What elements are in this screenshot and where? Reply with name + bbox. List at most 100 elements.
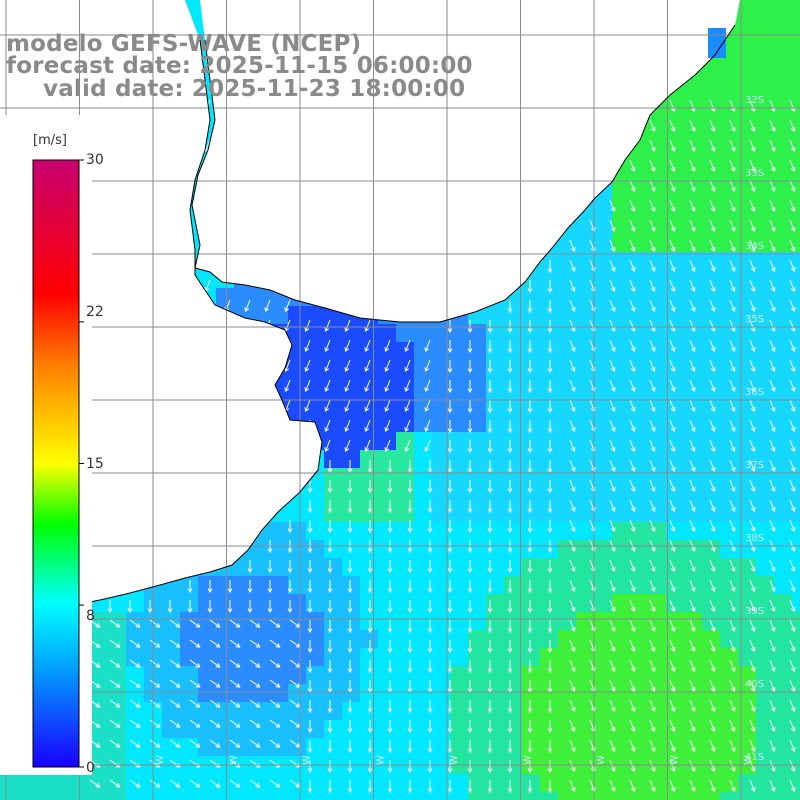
wind-arrow-head bbox=[344, 447, 350, 453]
wind-arrow-head bbox=[204, 107, 210, 113]
wind-arrow-head bbox=[527, 448, 533, 453]
field-cell bbox=[432, 522, 450, 540]
wind-arrow bbox=[325, 419, 331, 432]
field-cell bbox=[648, 468, 666, 486]
wind-arrow-head bbox=[710, 207, 716, 213]
field-cell bbox=[486, 612, 504, 630]
wind-arrow-head bbox=[235, 703, 241, 708]
field-cell bbox=[216, 702, 234, 720]
wind-arrow-head bbox=[710, 347, 716, 353]
wind-arrow-head bbox=[467, 608, 473, 613]
wind-arrow bbox=[769, 419, 775, 432]
field-cell bbox=[378, 576, 396, 594]
field-cell bbox=[450, 738, 468, 756]
field-cell bbox=[630, 270, 648, 288]
field-cell bbox=[342, 504, 360, 522]
wind-arrow-head bbox=[347, 468, 353, 473]
wind-arrow-head bbox=[750, 767, 756, 773]
wind-arrow-head bbox=[790, 707, 796, 713]
wind-arrow-head bbox=[367, 488, 373, 493]
wind-arrow-head bbox=[750, 327, 756, 333]
wind-arrow-head bbox=[364, 427, 370, 433]
wind-arrow-head bbox=[507, 548, 513, 553]
wind-arrow-head bbox=[527, 488, 533, 493]
wind-arrow-head bbox=[610, 527, 616, 533]
wind-arrow bbox=[109, 739, 121, 748]
field-cell bbox=[774, 180, 792, 198]
field-cell bbox=[774, 144, 792, 162]
wind-arrow bbox=[689, 479, 695, 492]
field-cell bbox=[72, 774, 90, 792]
field-cell bbox=[504, 540, 522, 558]
wind-arrow-head bbox=[487, 728, 493, 733]
wind-arrow-head bbox=[570, 407, 576, 413]
field-cell bbox=[648, 522, 666, 540]
field-cell bbox=[468, 576, 486, 594]
wind-arrow-head bbox=[547, 388, 553, 393]
wind-arrow-head bbox=[790, 107, 796, 113]
wind-arrow-head bbox=[750, 367, 756, 373]
wind-arrow bbox=[245, 299, 251, 312]
wind-arrow bbox=[689, 619, 695, 632]
wind-arrow bbox=[609, 259, 615, 272]
field-cell bbox=[324, 738, 342, 756]
wind-arrow bbox=[709, 319, 715, 332]
wind-arrow bbox=[729, 519, 735, 532]
field-cell bbox=[738, 594, 756, 612]
wind-arrow bbox=[769, 259, 775, 272]
field-cell bbox=[522, 738, 540, 756]
field-cell bbox=[378, 432, 396, 450]
field-cell bbox=[702, 252, 720, 270]
wind-arrow bbox=[129, 719, 141, 728]
field-cell bbox=[378, 702, 396, 720]
wind-arrow bbox=[109, 679, 121, 688]
wind-arrow bbox=[689, 279, 695, 292]
field-cell bbox=[630, 432, 648, 450]
field-cell bbox=[612, 594, 630, 612]
field-cell bbox=[108, 720, 126, 738]
wind-arrow-head bbox=[670, 147, 676, 153]
wind-arrow bbox=[789, 219, 795, 232]
wind-arrow-head bbox=[710, 547, 716, 553]
wind-arrow-head bbox=[424, 427, 430, 433]
field-cell bbox=[378, 486, 396, 504]
field-cell bbox=[288, 666, 306, 684]
wind-arrow-head bbox=[427, 508, 433, 513]
field-cell bbox=[288, 378, 306, 396]
wind-arrow-head bbox=[630, 307, 636, 313]
wind-arrow-head bbox=[650, 507, 656, 513]
field-cell bbox=[540, 576, 558, 594]
wind-arrow-head bbox=[547, 788, 553, 793]
wind-arrow-head bbox=[367, 608, 373, 613]
wind-arrow bbox=[609, 599, 615, 612]
field-cell bbox=[792, 792, 800, 800]
wind-arrow bbox=[689, 759, 695, 772]
wind-arrow bbox=[425, 359, 431, 372]
wind-arrow-head bbox=[670, 367, 676, 373]
wind-arrow-head bbox=[95, 643, 101, 648]
field-cell bbox=[288, 324, 306, 342]
field-cell bbox=[324, 396, 342, 414]
wind-arrow-head bbox=[407, 588, 413, 593]
wind-arrow-head bbox=[570, 667, 576, 673]
wind-arrow-head bbox=[275, 663, 281, 668]
wind-arrow bbox=[689, 659, 695, 672]
field-cell bbox=[792, 126, 800, 144]
wind-arrow bbox=[669, 439, 675, 452]
field-cell bbox=[756, 342, 774, 360]
wind-arrow-head bbox=[730, 267, 736, 273]
wind-arrow bbox=[609, 479, 615, 492]
field-cell bbox=[720, 162, 738, 180]
wind-arrow-head bbox=[547, 588, 553, 593]
field-cell bbox=[540, 378, 558, 396]
wind-arrow-head bbox=[404, 367, 410, 373]
wind-arrow bbox=[729, 499, 735, 512]
field-cell bbox=[342, 558, 360, 576]
wind-arrow-head bbox=[730, 307, 736, 313]
field-cell bbox=[792, 162, 800, 180]
field-cell bbox=[468, 432, 486, 450]
wind-arrow-head bbox=[710, 187, 716, 193]
wind-arrow-head bbox=[790, 207, 796, 213]
wind-arrow-head bbox=[347, 728, 353, 733]
field-cell bbox=[198, 612, 216, 630]
